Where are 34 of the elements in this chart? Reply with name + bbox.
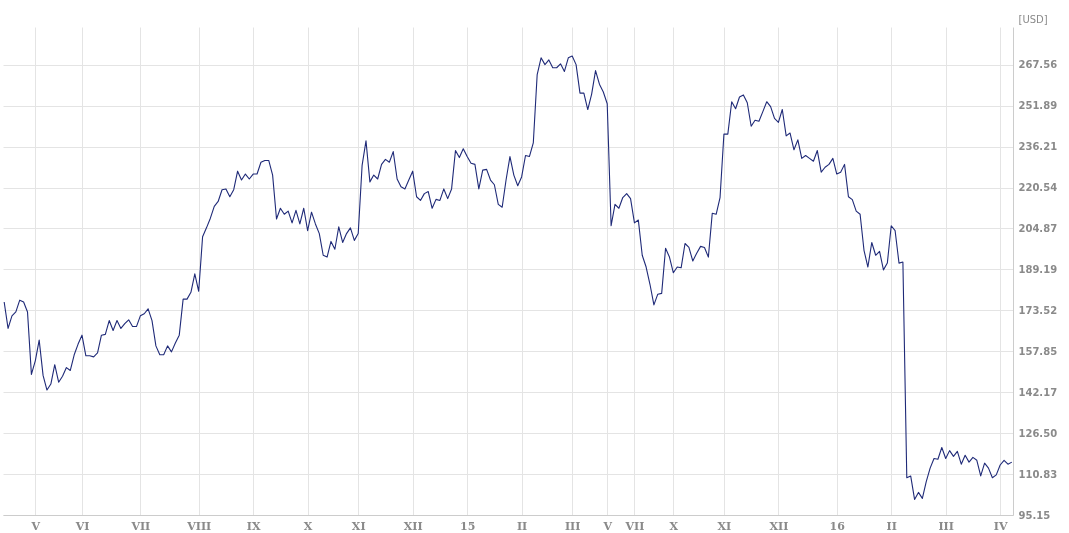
x-tick-label: III xyxy=(938,519,954,533)
y-tick-label: 173.52 xyxy=(1018,304,1058,316)
x-tick-label: XII xyxy=(769,519,789,533)
y-tick-label: 251.89 xyxy=(1018,100,1058,112)
x-tick-label: V xyxy=(30,519,41,533)
x-tick-label: III xyxy=(564,519,581,533)
x-tick-label: VIII xyxy=(186,519,212,533)
x-tick-label: X xyxy=(669,519,679,533)
y-tick-label: 267.56 xyxy=(1018,59,1058,71)
x-tick-label: VI xyxy=(74,519,90,533)
y-tick-label: 236.21 xyxy=(1018,141,1058,153)
y-tick-label: 189.19 xyxy=(1018,263,1058,275)
x-tick-label: VII xyxy=(624,519,645,533)
y-tick-label: 204.87 xyxy=(1018,222,1058,234)
x-tick-label: X xyxy=(303,519,313,533)
x-tick-label: II xyxy=(886,519,897,533)
y-tick-label: 142.17 xyxy=(1018,386,1058,398)
y-tick-label: 220.54 xyxy=(1018,182,1058,194)
x-tick-label: IV xyxy=(993,519,1008,533)
y-tick-label: 126.50 xyxy=(1018,427,1058,439)
x-tick-label: VII xyxy=(130,519,151,533)
x-tick-label: 16 xyxy=(829,519,846,533)
x-tick-label: II xyxy=(516,519,528,533)
y-axis-title: [USD] xyxy=(1018,13,1048,25)
y-tick-label: 95.15 xyxy=(1018,509,1051,521)
y-tick-label: 157.85 xyxy=(1018,345,1058,357)
y-tick-label: 110.83 xyxy=(1018,468,1058,480)
line-series xyxy=(3,55,1013,501)
x-tick-label: XI xyxy=(717,519,732,533)
x-tick-label: 15 xyxy=(459,519,476,533)
x-tick-label: V xyxy=(602,519,613,533)
x-tick-label: XI xyxy=(351,519,366,533)
x-tick-label: XII xyxy=(403,519,423,533)
x-tick-label: IX xyxy=(246,519,261,533)
